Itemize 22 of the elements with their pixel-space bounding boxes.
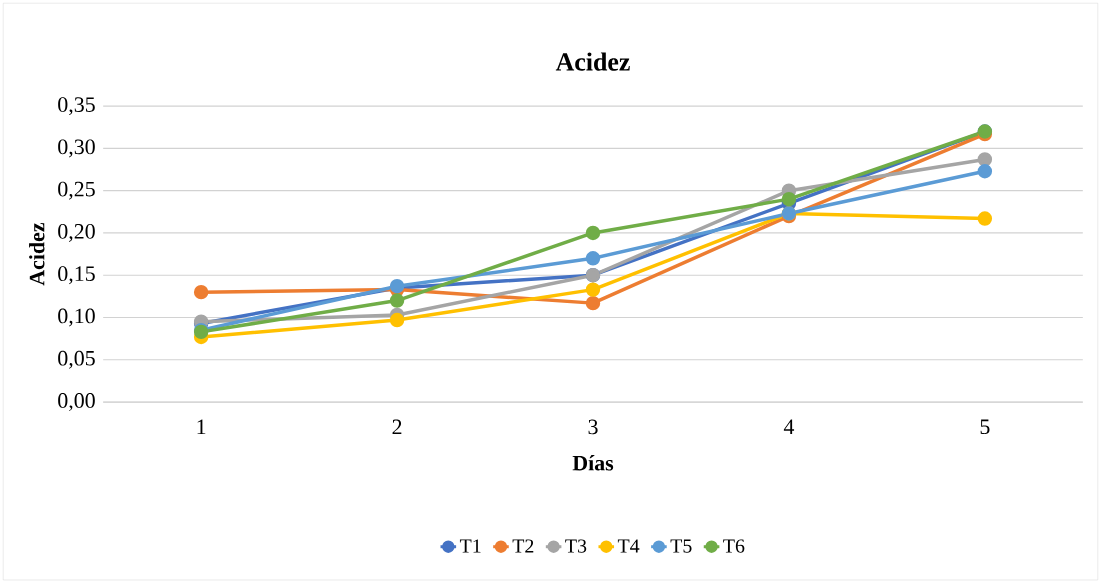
legend-label: T1 [459, 539, 481, 553]
legend-label: T3 [565, 539, 587, 553]
y-tick-label: 0,30 [58, 139, 95, 158]
legend-label: T5 [670, 539, 692, 553]
legend-label: T6 [723, 539, 745, 553]
y-tick-label: 0,05 [58, 350, 95, 369]
x-tick-label: 3 [588, 419, 598, 435]
legend-label: T4 [617, 539, 640, 553]
y-tick-label: 0,10 [58, 308, 95, 327]
x-tick-label: 1 [197, 419, 206, 434]
x-axis-title: Días [572, 455, 614, 471]
x-tick-label: 4 [783, 419, 795, 434]
x-tick-label: 2 [392, 419, 402, 434]
y-tick-label: 0,15 [58, 266, 95, 285]
y-axis-title: Acidez [29, 222, 45, 286]
y-tick-label: 0,00 [58, 392, 95, 411]
legend-label: T2 [512, 539, 534, 553]
chart-title: Acidez [555, 52, 630, 71]
x-tick-label: 5 [980, 419, 990, 435]
y-tick-label: 0,35 [58, 97, 95, 116]
y-tick-label: 0,20 [58, 223, 95, 242]
y-tick-label: 0,25 [58, 181, 95, 200]
